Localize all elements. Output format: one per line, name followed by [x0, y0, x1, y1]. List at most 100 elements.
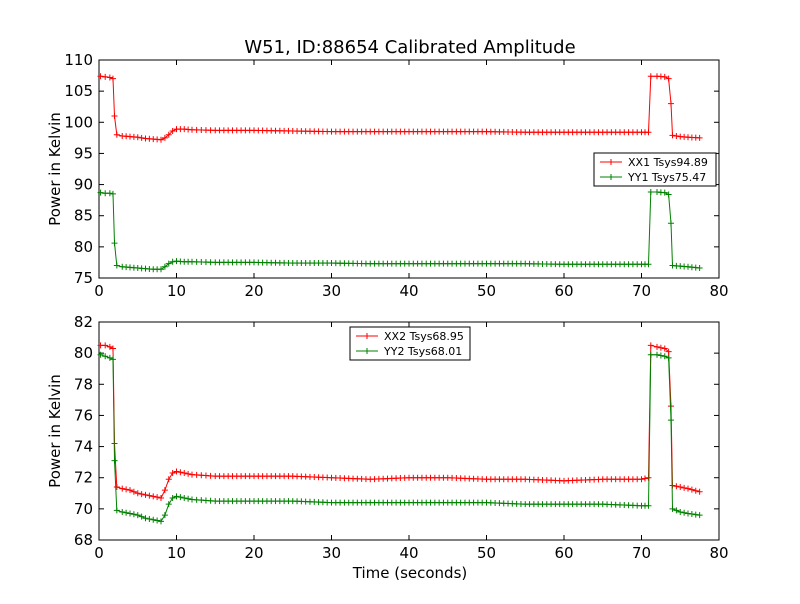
x-tick-label: 70 [632, 282, 651, 300]
data-point-marker [169, 128, 176, 135]
y-tick-label: 68 [74, 531, 93, 549]
data-point-marker [127, 487, 133, 494]
data-point-marker [673, 132, 680, 139]
data-point-marker [181, 470, 188, 477]
data-point-marker [142, 491, 149, 498]
data-point-marker [647, 73, 654, 80]
data-point-marker [158, 136, 164, 143]
data-point-marker [113, 262, 120, 269]
y-axis-label: Power in Kelvin [46, 374, 64, 488]
data-point-marker [669, 505, 676, 512]
data-point-marker [661, 189, 668, 196]
data-point-marker [97, 351, 104, 358]
data-point-marker [647, 351, 654, 358]
data-point-marker [661, 353, 668, 360]
series-markers [97, 351, 703, 525]
data-point-marker [106, 354, 113, 361]
data-point-marker [654, 343, 660, 350]
data-point-marker [677, 484, 684, 491]
data-point-marker [111, 240, 118, 247]
data-point-marker [669, 132, 676, 139]
y-tick-label: 90 [74, 176, 93, 194]
data-point-marker [161, 263, 168, 270]
data-point-marker [696, 265, 703, 272]
data-point-marker [130, 488, 137, 495]
data-point-marker [109, 345, 116, 352]
y-tick-label: 82 [74, 313, 93, 331]
data-point-marker [641, 475, 648, 482]
data-point-marker [177, 494, 184, 501]
legend: XX1 Tsys94.89 YY1 Tsys75.47 [593, 152, 717, 187]
data-point-marker [667, 220, 674, 227]
data-point-marker [146, 492, 153, 499]
data-point-marker [130, 511, 137, 518]
data-point-marker [667, 100, 674, 107]
data-point-marker [127, 510, 133, 517]
data-point-marker [150, 493, 157, 500]
chart-2: 0 10 20 30 40 50 60 70 80 68 70 72 74 76 78 80 82 Power i… [46, 313, 729, 562]
y-tick-label: 76 [74, 406, 93, 424]
data-point-marker [154, 494, 161, 501]
data-point-marker [696, 134, 703, 141]
data-point-marker [696, 512, 703, 519]
data-point-marker [109, 356, 116, 363]
legend-box [593, 152, 717, 187]
data-point-marker [661, 345, 668, 352]
data-point-marker [138, 491, 145, 498]
data-point-marker [109, 75, 116, 82]
data-point-marker [102, 353, 109, 360]
data-point-marker [665, 191, 672, 198]
legend-marker [364, 333, 370, 339]
data-point-marker [696, 488, 703, 495]
data-point-marker [113, 484, 120, 491]
figure-x-axis-label: Time (seconds) [352, 564, 468, 582]
data-point-marker [161, 487, 168, 494]
data-point-marker [169, 470, 176, 477]
data-point-marker [106, 190, 113, 197]
data-point-marker [146, 515, 153, 522]
data-point-marker [138, 513, 145, 520]
data-point-marker [161, 512, 168, 519]
data-point-marker [667, 417, 674, 424]
data-point-marker [142, 515, 149, 522]
data-point-marker [692, 487, 699, 494]
x-tick-label: 30 [322, 282, 341, 300]
data-point-marker [692, 511, 699, 518]
x-tick-label: 0 [94, 544, 104, 562]
legend-marker [608, 159, 614, 165]
y-tick-label: 70 [74, 500, 93, 518]
x-tick-label: 0 [94, 282, 104, 300]
data-point-marker [685, 510, 691, 517]
data-point-marker [173, 468, 180, 475]
data-point-marker [685, 485, 691, 492]
x-tick-label: 30 [322, 544, 341, 562]
data-point-marker [138, 134, 145, 141]
y-tick-label: 80 [74, 344, 93, 362]
data-point-marker [673, 483, 680, 490]
y-tick-label: 72 [74, 469, 93, 487]
series-markers [97, 189, 703, 273]
data-point-marker [123, 486, 130, 493]
data-point-marker [158, 518, 164, 525]
y-tick-label: 78 [74, 375, 93, 393]
y-tick-label: 110 [64, 51, 93, 69]
y-tick-label: 100 [64, 113, 93, 131]
data-point-marker [158, 494, 164, 501]
data-point-marker [97, 73, 104, 80]
data-point-marker [688, 486, 695, 493]
data-point-marker [158, 266, 164, 273]
data-point-marker [123, 509, 130, 516]
data-point-marker [654, 351, 660, 358]
data-point-marker [161, 134, 168, 141]
data-point-marker [681, 509, 688, 516]
legend-entry-label: YY2 Tsys68.01 [383, 345, 462, 358]
x-tick-label: 60 [554, 282, 573, 300]
series-markers [97, 342, 703, 501]
data-point-marker [645, 261, 652, 268]
data-point-marker [111, 113, 118, 120]
x-tick-label: 40 [399, 282, 418, 300]
data-point-marker [154, 517, 161, 524]
y-tick-label: 75 [74, 269, 93, 287]
x-tick-label: 50 [477, 282, 496, 300]
